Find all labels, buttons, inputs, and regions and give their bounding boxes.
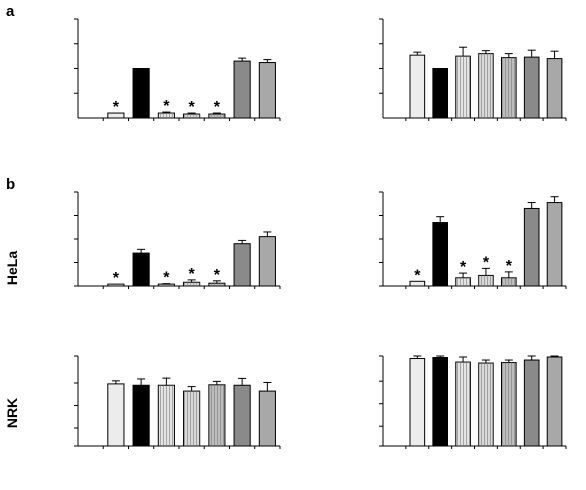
- significance-star: *: [189, 99, 196, 116]
- panel-label-a: a: [6, 3, 15, 20]
- bar-h-1pv: [132, 68, 150, 119]
- significance-star: *: [506, 258, 513, 275]
- bar-ch5: [258, 236, 276, 287]
- chart-hela-dna-24h: * * * *: [379, 191, 567, 289]
- bar-krv: [107, 283, 125, 287]
- bar-hatch-ch3: [208, 114, 225, 118]
- bar-hatch-ch3: [501, 277, 517, 286]
- bar-hatch-ch2: [478, 53, 494, 118]
- significance-star: *: [214, 99, 221, 116]
- significance-star: *: [163, 98, 170, 115]
- bar-hatch-ch2: [478, 363, 494, 446]
- chart-hela-dna-1h: * * * *: [74, 191, 281, 289]
- bar-ch4: [233, 243, 251, 287]
- bar-hatch-ch3: [501, 57, 517, 118]
- bar-h-1pv: [132, 384, 150, 447]
- significance-star: *: [483, 254, 490, 271]
- bar-hatch-ch3: [501, 362, 517, 446]
- bar-ch4: [233, 60, 251, 119]
- bar-hatch-ch1: [455, 362, 471, 446]
- significance-star: *: [214, 267, 221, 284]
- bar-ch5: [546, 58, 563, 119]
- bar-hatch-ch3: [208, 384, 225, 446]
- panel-label-b: b: [6, 176, 15, 193]
- significance-star: *: [189, 266, 196, 283]
- significance-star: *: [414, 267, 421, 284]
- chart-hela-transcript: * * * *: [74, 18, 281, 121]
- chart-nrk-dna-1h: [74, 355, 281, 449]
- significance-star: *: [113, 270, 120, 287]
- bar-h-1pv: [132, 252, 150, 287]
- bar-hatch-ch1: [158, 284, 175, 286]
- bar-hatch-ch3: [208, 283, 225, 286]
- bar-krv: [409, 358, 426, 447]
- bar-hatch-ch1: [455, 56, 471, 118]
- bar-ch5: [546, 202, 563, 287]
- significance-star: *: [460, 259, 467, 276]
- bar-krv: [409, 54, 426, 119]
- significance-star: *: [163, 270, 170, 287]
- bar-ch4: [523, 56, 540, 119]
- bar-krv: [409, 280, 426, 287]
- bar-krv: [107, 112, 125, 119]
- bar-ch4: [523, 359, 540, 447]
- bar-hatch-ch1: [455, 277, 471, 286]
- row-label-nrk: NRK: [4, 398, 20, 428]
- bar-h-1pv: [432, 357, 449, 447]
- chart-nrk-dna-24h: [379, 355, 567, 449]
- bar-ch4: [233, 384, 251, 447]
- bar-ch5: [258, 390, 276, 447]
- bar-h-1pv: [432, 68, 449, 119]
- bar-ch5: [258, 62, 276, 119]
- bar-hatch-ch2: [183, 391, 200, 446]
- bar-hatch-ch2: [183, 114, 200, 118]
- bar-hatch-ch2: [183, 282, 200, 286]
- bar-ch4: [523, 207, 540, 287]
- bar-hatch-ch1: [158, 385, 175, 446]
- bar-ch5: [546, 356, 563, 447]
- row-label-hela: HeLa: [4, 251, 20, 285]
- bar-hatch-ch2: [478, 275, 494, 286]
- bar-krv: [107, 383, 125, 447]
- chart-nrk-transcript: [379, 18, 567, 121]
- bar-h-1pv: [432, 222, 449, 287]
- bar-hatch-ch1: [158, 113, 175, 118]
- significance-star: *: [113, 99, 120, 116]
